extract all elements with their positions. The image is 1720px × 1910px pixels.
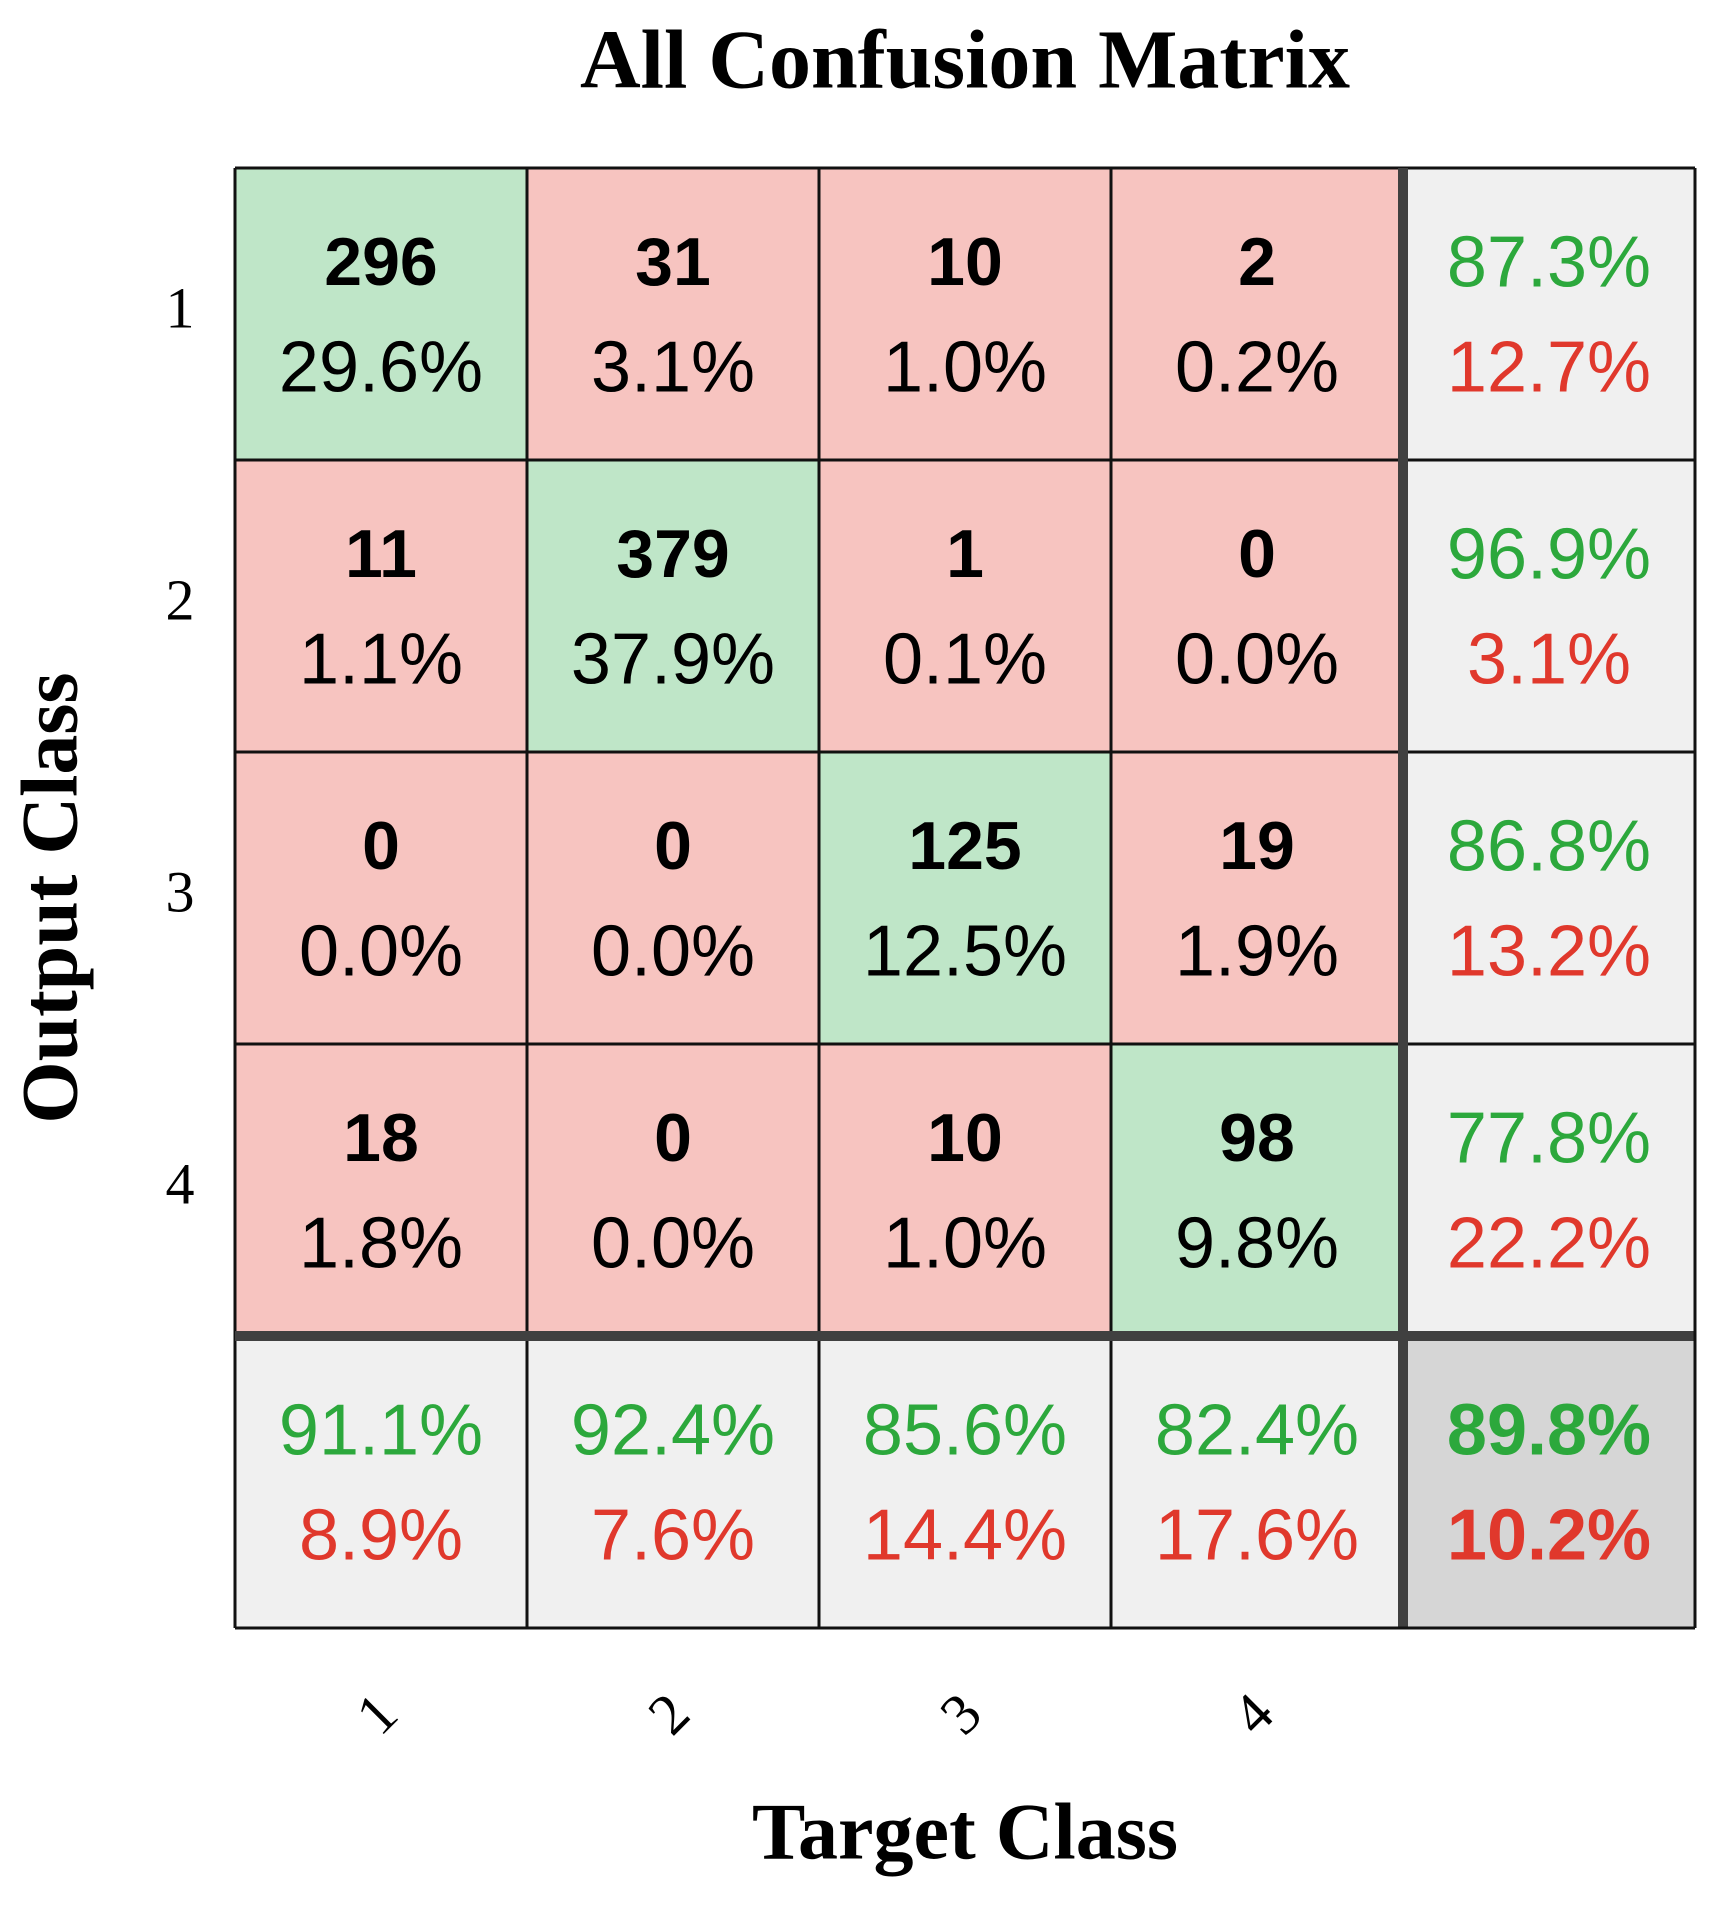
cell-percent: 1.1% [299, 619, 463, 699]
cell-count: 125 [908, 808, 1021, 884]
cell-count: 98 [1219, 1100, 1295, 1176]
cell-count: 10 [927, 1100, 1003, 1176]
row-error: 22.2% [1447, 1203, 1651, 1283]
cell-percent: 0.0% [299, 911, 463, 991]
column-accuracy: 82.4% [1155, 1390, 1359, 1470]
cell-count: 0 [654, 1100, 692, 1176]
cell-percent: 1.8% [299, 1203, 463, 1283]
cell [235, 752, 527, 1044]
cell-percent: 29.6% [279, 327, 483, 407]
cell-count: 0 [1238, 516, 1276, 592]
overall-error: 10.2% [1447, 1495, 1651, 1575]
cell-count: 19 [1219, 808, 1295, 884]
cell [235, 168, 527, 460]
row-error: 3.1% [1467, 619, 1631, 699]
cell [527, 168, 819, 460]
cell [1403, 752, 1695, 1044]
cell-count: 296 [324, 224, 437, 300]
y-tick-label: 3 [166, 859, 195, 924]
row-error: 12.7% [1447, 327, 1651, 407]
cell-percent: 1.0% [883, 327, 1047, 407]
overall-accuracy: 89.8% [1447, 1390, 1651, 1470]
column-error: 8.9% [299, 1495, 463, 1575]
cell [1111, 168, 1403, 460]
cell-percent: 0.2% [1175, 327, 1339, 407]
cell-percent: 3.1% [591, 327, 755, 407]
cell [819, 1336, 1111, 1628]
cell [235, 1336, 527, 1628]
cell-percent: 0.0% [1175, 619, 1339, 699]
cell-count: 11 [345, 516, 417, 592]
cell-percent: 0.0% [591, 1203, 755, 1283]
cell-percent: 9.8% [1175, 1203, 1339, 1283]
matrix [235, 168, 1695, 1628]
row-accuracy: 86.8% [1447, 806, 1651, 886]
y-tick-label: 4 [166, 1151, 195, 1216]
x-tick-label: 3 [927, 1680, 993, 1746]
x-tick-label: 4 [1219, 1680, 1285, 1746]
cell-count: 0 [654, 808, 692, 884]
cell-count: 1 [946, 516, 984, 592]
row-accuracy: 96.9% [1447, 514, 1651, 594]
cell [1403, 460, 1695, 752]
grid [233, 166, 1697, 1630]
cell-percent: 12.5% [863, 911, 1067, 991]
cell [527, 1336, 819, 1628]
row-error: 13.2% [1447, 911, 1651, 991]
cell-percent: 1.9% [1175, 911, 1339, 991]
cell [1403, 1336, 1695, 1628]
row-accuracy: 87.3% [1447, 222, 1651, 302]
cell [819, 1044, 1111, 1336]
y-axis-label: Output Class [6, 672, 94, 1123]
cell-count: 0 [362, 808, 400, 884]
cell-count: 2 [1238, 224, 1276, 300]
column-error: 7.6% [591, 1495, 755, 1575]
cell-count: 31 [635, 224, 711, 300]
cell-percent: 37.9% [571, 619, 775, 699]
cell [819, 168, 1111, 460]
x-tick-label: 1 [343, 1680, 409, 1746]
cell [1111, 1336, 1403, 1628]
y-tick-label: 2 [166, 567, 195, 632]
cell [235, 460, 527, 752]
x-tick-label: 2 [635, 1680, 701, 1746]
cell [1111, 752, 1403, 1044]
cell [819, 460, 1111, 752]
column-error: 14.4% [863, 1495, 1067, 1575]
cell [1403, 168, 1695, 460]
cell-count: 10 [927, 224, 1003, 300]
column-accuracy: 92.4% [571, 1390, 775, 1470]
cell [527, 460, 819, 752]
cell-percent: 1.0% [883, 1203, 1047, 1283]
cell-count: 379 [616, 516, 729, 592]
cell [1111, 460, 1403, 752]
column-accuracy: 91.1% [279, 1390, 483, 1470]
cell-percent: 0.0% [591, 911, 755, 991]
column-accuracy: 85.6% [863, 1390, 1067, 1470]
chart-title: All Confusion Matrix [580, 13, 1350, 106]
cell [527, 752, 819, 1044]
x-axis-label: Target Class [752, 1788, 1178, 1876]
cell [1111, 1044, 1403, 1336]
cell [819, 752, 1111, 1044]
row-accuracy: 77.8% [1447, 1098, 1651, 1178]
cell-percent: 0.1% [883, 619, 1047, 699]
cell [235, 1044, 527, 1336]
y-tick-label: 1 [166, 275, 195, 340]
cell [527, 1044, 819, 1336]
cell-count: 18 [343, 1100, 419, 1176]
cell [1403, 1044, 1695, 1336]
column-error: 17.6% [1155, 1495, 1359, 1575]
